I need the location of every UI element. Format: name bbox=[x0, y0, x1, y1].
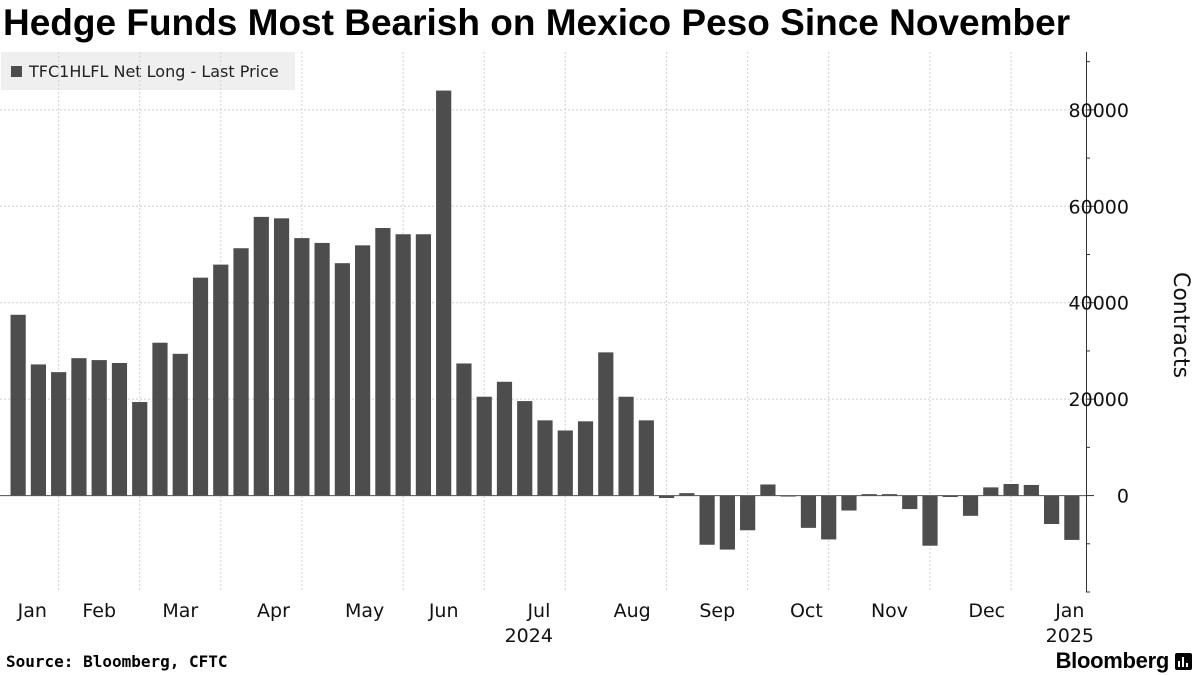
bar bbox=[922, 495, 938, 546]
x-year-label: 2024 bbox=[505, 625, 553, 647]
bar bbox=[740, 495, 756, 531]
bar bbox=[962, 495, 979, 516]
brand-logo: Bloomberg bbox=[1056, 648, 1192, 674]
y-axis: 0 20000 40000 60000 80000 bbox=[0, 52, 1129, 593]
bar bbox=[557, 430, 573, 496]
y-axis-title: Contracts bbox=[1168, 272, 1193, 378]
bar bbox=[679, 493, 695, 496]
bar bbox=[496, 381, 513, 496]
bar bbox=[233, 248, 249, 496]
bar bbox=[111, 362, 128, 496]
bar bbox=[800, 495, 817, 528]
x-month-label: Jan bbox=[17, 600, 47, 622]
bar bbox=[760, 484, 776, 496]
x-month-label: Jan bbox=[1054, 600, 1084, 622]
bar bbox=[902, 495, 918, 510]
bar bbox=[273, 218, 290, 496]
y-tick-label: 0 bbox=[1117, 486, 1129, 508]
bar bbox=[942, 495, 958, 498]
bar bbox=[253, 216, 269, 496]
bar bbox=[1064, 495, 1080, 540]
bar bbox=[476, 396, 492, 496]
bar bbox=[375, 227, 391, 496]
x-month-label: May bbox=[345, 600, 384, 622]
bar bbox=[132, 402, 148, 496]
bar bbox=[436, 90, 452, 496]
x-month-label: Aug bbox=[614, 600, 651, 622]
bar bbox=[1003, 484, 1019, 496]
bar bbox=[294, 238, 310, 496]
bar bbox=[334, 263, 350, 496]
x-month-label: Feb bbox=[82, 600, 116, 622]
bar bbox=[91, 360, 107, 496]
bar bbox=[1044, 495, 1060, 525]
bar bbox=[618, 396, 634, 496]
x-month-label: Jun bbox=[428, 600, 459, 622]
bar bbox=[415, 234, 432, 496]
bar bbox=[395, 234, 411, 496]
bar bbox=[598, 352, 614, 496]
chart-title: Hedge Funds Most Bearish on Mexico Peso … bbox=[3, 2, 1071, 43]
bar bbox=[314, 242, 330, 496]
bar bbox=[213, 264, 229, 496]
bar bbox=[1023, 484, 1039, 496]
bar bbox=[719, 495, 735, 550]
legend-label: TFC1HLFL Net Long - Last Price bbox=[29, 61, 279, 81]
x-month-label: Jul bbox=[526, 600, 550, 622]
chart-legend: TFC1HLFL Net Long - Last Price bbox=[1, 52, 295, 90]
x-month-label: Dec bbox=[968, 600, 1005, 622]
bar bbox=[71, 358, 87, 496]
bloomberg-terminal-icon bbox=[1175, 652, 1192, 670]
bar bbox=[841, 495, 857, 511]
x-axis-labels: Jan Feb Mar Apr May Jun Jul Aug Sep Oct Nov Dec Jan 2… bbox=[17, 600, 1094, 647]
y-tick-label: 40000 bbox=[1069, 293, 1129, 315]
bar bbox=[861, 494, 877, 496]
bar bbox=[456, 363, 472, 496]
bar bbox=[537, 420, 553, 496]
y-tick-label: 80000 bbox=[1069, 100, 1129, 122]
bar bbox=[30, 364, 46, 496]
bar bbox=[577, 421, 594, 496]
bar bbox=[983, 487, 999, 496]
bar bbox=[10, 314, 26, 496]
bar bbox=[172, 353, 188, 496]
bar bbox=[638, 420, 654, 496]
bar bbox=[152, 342, 168, 496]
bar bbox=[355, 245, 371, 496]
x-month-label: Nov bbox=[871, 600, 908, 622]
bars bbox=[10, 90, 1080, 550]
x-month-label: Apr bbox=[257, 600, 290, 622]
bar bbox=[192, 277, 209, 496]
bar bbox=[51, 372, 67, 496]
bar bbox=[658, 495, 675, 498]
y-tick-label: 60000 bbox=[1069, 196, 1129, 218]
brand-name: Bloomberg bbox=[1055, 648, 1170, 673]
legend-swatch bbox=[11, 65, 22, 77]
source-note: Source: Bloomberg, CFTC bbox=[6, 652, 228, 671]
bar bbox=[699, 495, 715, 545]
bar bbox=[881, 494, 898, 496]
bar bbox=[517, 401, 533, 496]
x-month-label: Mar bbox=[162, 600, 198, 622]
y-tick-label: 20000 bbox=[1069, 389, 1129, 411]
x-month-label: Oct bbox=[790, 600, 823, 622]
bar bbox=[821, 495, 837, 540]
x-year-label: 2025 bbox=[1046, 625, 1094, 647]
x-month-label: Sep bbox=[699, 600, 735, 622]
